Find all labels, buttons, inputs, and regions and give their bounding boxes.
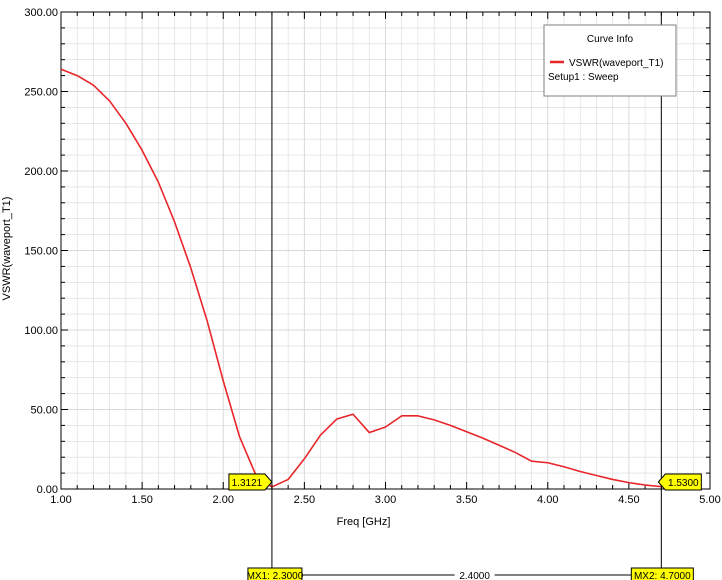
x-tick-label: 2.50 bbox=[294, 494, 315, 506]
marker-layer: 1.3121 1.5300 2.4000 MX1: 2.3000 MX2: 4.7000 bbox=[228, 12, 702, 580]
marker-value-mx2: 1.5300 bbox=[657, 473, 702, 491]
series-layer bbox=[60, 68, 662, 488]
marker-tag-mx1-shape bbox=[247, 567, 303, 580]
legend[interactable]: Curve Info VSWR(waveport_T1) Setup1 : Sw… bbox=[543, 24, 677, 97]
marker-value-mx1-shape bbox=[228, 473, 273, 491]
x-tick-label: 1.00 bbox=[50, 494, 71, 506]
y-tick-label: 50.00 bbox=[30, 405, 58, 417]
x-tick-label: 4.00 bbox=[537, 494, 558, 506]
marker-delta-label-bg bbox=[454, 569, 495, 580]
x-tick-label: 2.00 bbox=[213, 494, 234, 506]
x-tick-label: 3.50 bbox=[456, 494, 477, 506]
y-tick-label: 100.00 bbox=[24, 325, 58, 337]
marker-value-mx1: 1.3121 bbox=[228, 473, 273, 491]
y-tick-label: 150.00 bbox=[24, 246, 58, 258]
legend-entry-label: VSWR(waveport_T1) bbox=[569, 58, 663, 69]
series-line bbox=[60, 68, 662, 488]
axis-ticks bbox=[60, 11, 711, 490]
y-tick-labels: 0.00 50.00 100.00 150.00 200.00 250.00 300.00 bbox=[24, 7, 58, 496]
x-tick-label: 1.50 bbox=[131, 494, 152, 506]
y-tick-label: 250.00 bbox=[24, 87, 58, 99]
marker-tag-mx2-shape bbox=[630, 567, 694, 580]
marker-value-mx2-shape bbox=[657, 473, 702, 491]
legend-title: Curve Info bbox=[587, 34, 634, 45]
marker-tag-mx2: MX2: 4.7000 bbox=[630, 567, 694, 580]
y-axis-title: VSWR(waveport_T1) bbox=[1, 197, 13, 301]
marker-tag-mx1-text: MX1: 2.3000 bbox=[247, 571, 304, 580]
marker-tag-mx1: MX1: 2.3000 bbox=[247, 567, 304, 580]
x-tick-label: 4.50 bbox=[618, 494, 639, 506]
x-tick-label: 5.00 bbox=[699, 494, 720, 506]
y-tick-label: 200.00 bbox=[24, 166, 58, 178]
y-tick-label: 0.00 bbox=[37, 484, 58, 496]
legend-entry-detail: Setup1 : Sweep bbox=[548, 72, 619, 83]
x-axis-title: Freq [GHz] bbox=[337, 516, 391, 528]
marker-tag-mx2-text: MX2: 4.7000 bbox=[634, 571, 691, 580]
legend-box bbox=[543, 24, 677, 97]
marker-value-mx2-text: 1.5300 bbox=[668, 478, 699, 489]
x-tick-labels: 1.00 1.50 2.00 2.50 3.00 3.50 4.00 4.50 5.00 bbox=[50, 494, 720, 506]
marker-delta-label: 2.4000 bbox=[459, 571, 490, 580]
y-tick-label: 300.00 bbox=[24, 7, 58, 19]
marker-value-mx1-text: 1.3121 bbox=[232, 478, 263, 489]
x-tick-label: 3.00 bbox=[375, 494, 396, 506]
